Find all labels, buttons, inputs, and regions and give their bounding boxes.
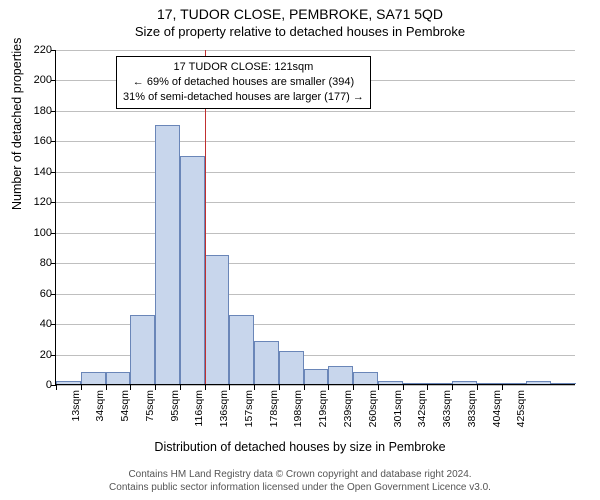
- property-info-box: 17 TUDOR CLOSE: 121sqm← 69% of detached …: [116, 56, 371, 109]
- gridline: [56, 50, 575, 51]
- gridline: [56, 263, 575, 264]
- histogram-bar: [353, 372, 378, 384]
- x-tick-label: 157sqm: [243, 390, 255, 427]
- histogram-bar: [81, 372, 106, 384]
- footer-line2: Contains public sector information licen…: [0, 481, 600, 494]
- x-tick-label: 116sqm: [193, 390, 205, 427]
- gridline: [56, 385, 575, 386]
- info-line2: ← 69% of detached houses are smaller (39…: [123, 75, 364, 90]
- histogram-bar: [502, 383, 527, 384]
- x-tick-mark: [427, 385, 428, 390]
- info-line1: 17 TUDOR CLOSE: 121sqm: [123, 60, 364, 75]
- x-tick-mark: [229, 385, 230, 390]
- footer-line1: Contains HM Land Registry data © Crown c…: [0, 468, 600, 481]
- x-tick-mark: [304, 385, 305, 390]
- x-tick-mark: [502, 385, 503, 390]
- histogram-bar: [526, 381, 551, 384]
- histogram-bar: [328, 366, 353, 384]
- x-tick-label: 13sqm: [70, 390, 82, 422]
- x-tick-label: 301sqm: [392, 390, 404, 427]
- x-tick-mark: [180, 385, 181, 390]
- x-tick-label: 239sqm: [342, 390, 354, 427]
- x-tick-label: 95sqm: [169, 390, 181, 422]
- x-tick-mark: [81, 385, 82, 390]
- x-tick-mark: [130, 385, 131, 390]
- x-tick-mark: [155, 385, 156, 390]
- x-tick-label: 363sqm: [441, 390, 453, 427]
- y-tick-label: 0: [46, 379, 52, 391]
- x-tick-label: 342sqm: [416, 390, 428, 427]
- histogram-bar: [279, 351, 304, 385]
- x-tick-label: 404sqm: [491, 390, 503, 427]
- x-tick-mark: [279, 385, 280, 390]
- info-line3: 31% of semi-detached houses are larger (…: [123, 90, 364, 105]
- y-tick-label: 80: [40, 257, 52, 269]
- histogram-bar: [180, 156, 205, 384]
- histogram-bar: [130, 315, 155, 384]
- histogram-bar: [304, 369, 329, 384]
- x-tick-mark: [254, 385, 255, 390]
- y-tick-label: 220: [34, 44, 52, 56]
- page-title-line2: Size of property relative to detached ho…: [0, 22, 600, 39]
- x-tick-label: 136sqm: [218, 390, 230, 427]
- x-tick-mark: [378, 385, 379, 390]
- x-tick-mark: [452, 385, 453, 390]
- y-axis-label: Number of detached properties: [10, 38, 24, 210]
- y-tick-label: 120: [34, 196, 52, 208]
- histogram-bar: [378, 381, 403, 384]
- x-tick-label: 178sqm: [268, 390, 280, 427]
- x-tick-label: 75sqm: [144, 390, 156, 422]
- y-tick-label: 140: [34, 166, 52, 178]
- x-tick-label: 54sqm: [119, 390, 131, 422]
- y-tick-label: 160: [34, 135, 52, 147]
- footer-attribution: Contains HM Land Registry data © Crown c…: [0, 468, 600, 494]
- x-tick-mark: [328, 385, 329, 390]
- gridline: [56, 172, 575, 173]
- x-tick-label: 219sqm: [317, 390, 329, 427]
- histogram-bar: [427, 383, 452, 384]
- x-tick-mark: [205, 385, 206, 390]
- x-tick-label: 383sqm: [466, 390, 478, 427]
- y-tick-label: 100: [34, 227, 52, 239]
- gridline: [56, 233, 575, 234]
- histogram-bar: [452, 381, 477, 384]
- y-tick-label: 180: [34, 105, 52, 117]
- x-tick-label: 425sqm: [515, 390, 527, 427]
- y-tick-label: 200: [34, 74, 52, 86]
- page-title-line1: 17, TUDOR CLOSE, PEMBROKE, SA71 5QD: [0, 0, 600, 22]
- histogram-bar: [254, 341, 279, 384]
- x-tick-mark: [477, 385, 478, 390]
- x-tick-label: 260sqm: [367, 390, 379, 427]
- y-tick-label: 60: [40, 288, 52, 300]
- histogram-bar: [205, 255, 230, 384]
- y-tick-label: 40: [40, 318, 52, 330]
- x-tick-mark: [403, 385, 404, 390]
- histogram-bar: [229, 315, 254, 384]
- histogram-bar: [155, 125, 180, 384]
- histogram-chart: 02040608010012014016018020022013sqm34sqm…: [55, 50, 575, 385]
- x-tick-label: 34sqm: [94, 390, 106, 422]
- plot-area: 02040608010012014016018020022013sqm34sqm…: [55, 50, 575, 385]
- gridline: [56, 141, 575, 142]
- histogram-bar: [56, 381, 81, 384]
- histogram-bar: [106, 372, 131, 384]
- histogram-bar: [477, 383, 502, 384]
- gridline: [56, 294, 575, 295]
- histogram-bar: [403, 383, 428, 384]
- x-axis-label: Distribution of detached houses by size …: [0, 440, 600, 454]
- x-tick-mark: [106, 385, 107, 390]
- x-tick-mark: [353, 385, 354, 390]
- x-tick-mark: [56, 385, 57, 390]
- histogram-bar: [551, 383, 576, 384]
- gridline: [56, 111, 575, 112]
- gridline: [56, 202, 575, 203]
- y-tick-label: 20: [40, 349, 52, 361]
- x-tick-label: 198sqm: [292, 390, 304, 427]
